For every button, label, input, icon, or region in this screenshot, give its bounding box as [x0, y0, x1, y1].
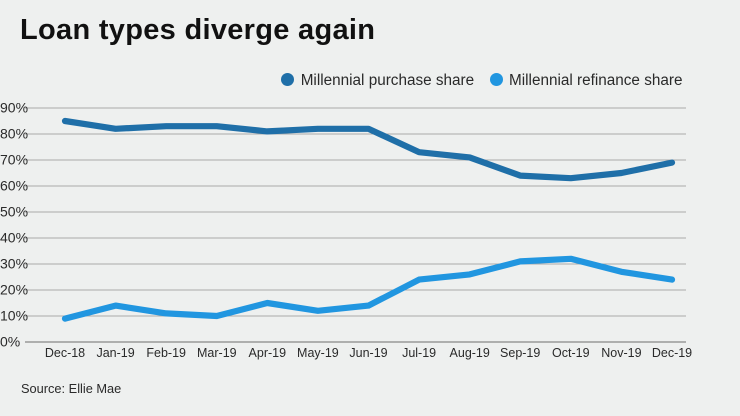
- svg-text:60%: 60%: [0, 178, 28, 194]
- svg-text:Dec-18: Dec-18: [45, 346, 85, 360]
- svg-text:20%: 20%: [0, 282, 28, 298]
- svg-text:40%: 40%: [0, 230, 28, 246]
- svg-text:70%: 70%: [0, 152, 28, 168]
- svg-text:Feb-19: Feb-19: [146, 346, 186, 360]
- svg-text:Nov-19: Nov-19: [601, 346, 641, 360]
- svg-text:50%: 50%: [0, 204, 28, 220]
- svg-text:Oct-19: Oct-19: [552, 346, 590, 360]
- svg-text:Apr-19: Apr-19: [249, 346, 287, 360]
- svg-text:80%: 80%: [0, 126, 28, 142]
- svg-text:10%: 10%: [0, 308, 28, 324]
- svg-text:90%: 90%: [0, 100, 28, 116]
- svg-text:May-19: May-19: [297, 346, 339, 360]
- svg-text:Jun-19: Jun-19: [349, 346, 387, 360]
- svg-text:Aug-19: Aug-19: [450, 346, 490, 360]
- svg-text:0%: 0%: [0, 334, 20, 350]
- svg-text:Jan-19: Jan-19: [96, 346, 134, 360]
- svg-text:Mar-19: Mar-19: [197, 346, 237, 360]
- svg-text:30%: 30%: [0, 256, 28, 272]
- svg-text:Dec-19: Dec-19: [652, 346, 692, 360]
- svg-text:Sep-19: Sep-19: [500, 346, 540, 360]
- svg-text:Jul-19: Jul-19: [402, 346, 436, 360]
